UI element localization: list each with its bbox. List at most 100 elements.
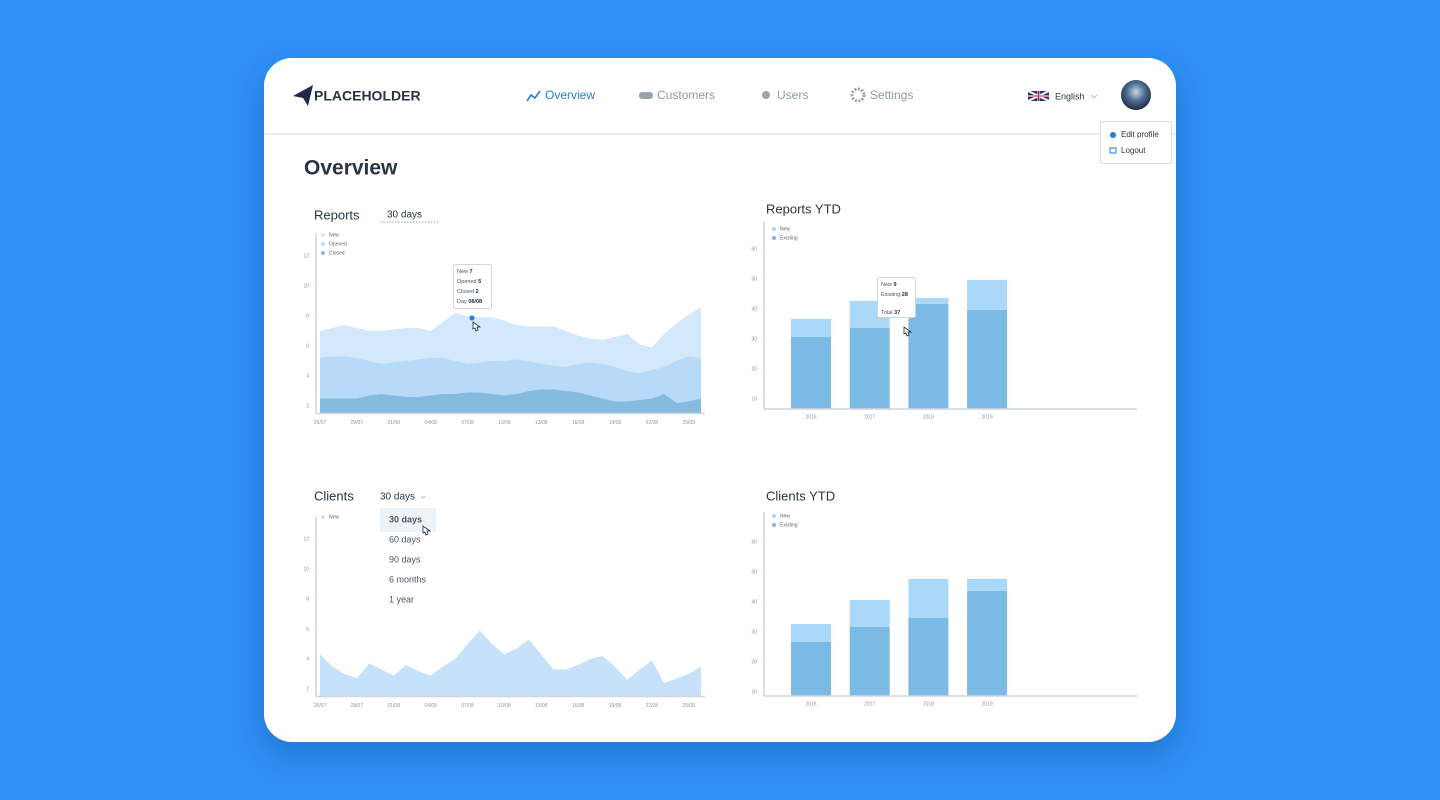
tooltip-row: New 7 (457, 269, 473, 275)
cursor (903, 326, 913, 337)
nav-icon (762, 91, 770, 99)
y-tick-label: 2 (306, 686, 309, 692)
x-tick-label: 26/07 (314, 703, 327, 709)
x-tick-label: 07/08 (461, 703, 474, 709)
bar-segment (908, 303, 949, 409)
x-tick-label: 01/08 (387, 703, 400, 709)
y-tick-label: 30 (751, 629, 757, 635)
y-tick-label: 4 (306, 373, 309, 379)
y-tick-label: 20 (751, 659, 757, 665)
x-tick-label: 16/08 (572, 703, 585, 709)
y-tick-label: 60 (751, 539, 757, 545)
legend-swatch (772, 523, 776, 527)
y-tick-label: 10 (303, 283, 309, 289)
legend-label: Existing (780, 522, 798, 528)
tooltip (453, 264, 492, 309)
x-tick-label: 19/08 (609, 420, 622, 426)
dropdown-option[interactable]: 90 days (389, 554, 421, 564)
tooltip-label: Opened (457, 279, 477, 285)
x-tick-label: 29/07 (351, 703, 364, 709)
nav-icon (850, 87, 866, 103)
logo-icon (293, 85, 313, 106)
x-tick-label: 29/07 (351, 420, 364, 426)
tooltip-value: 28 (902, 292, 908, 298)
y-tick-label: 40 (751, 599, 757, 605)
x-tick-label: 22/08 (646, 420, 659, 426)
dropdown-option[interactable]: 6 months (389, 574, 427, 584)
x-tick-label: 2017 (864, 701, 875, 707)
y-tick-label: 10 (751, 689, 757, 695)
bar-segment (849, 599, 890, 627)
tooltip-label: New (881, 282, 892, 288)
bar-segment (967, 590, 1008, 696)
legend-label: Existing (780, 235, 798, 241)
dropdown-option[interactable]: 60 days (389, 534, 421, 544)
x-tick-label: 2019 (982, 414, 993, 420)
menu-icon (1109, 147, 1117, 154)
x-tick-label: 04/08 (424, 420, 437, 426)
x-tick-label: 2016 (805, 414, 816, 420)
x-tick-label: 26/07 (314, 420, 327, 426)
nav-icon (639, 92, 653, 99)
chart-title: Clients YTD (766, 488, 835, 503)
bar-segment (908, 617, 949, 696)
bar-segment (967, 578, 1008, 591)
nav-link[interactable]: Customers (657, 88, 715, 102)
tooltip-value: 08/08 (468, 299, 482, 305)
bar-segment (967, 279, 1008, 310)
tooltip-label: Existing (881, 292, 900, 298)
legend-label: Closed (329, 250, 345, 256)
app-window (264, 58, 1176, 742)
y-tick-label: 2 (306, 403, 309, 409)
menu-item[interactable]: Edit profile (1121, 130, 1159, 139)
language[interactable]: English (1055, 91, 1085, 101)
y-tick-label: 10 (303, 566, 309, 572)
nav-link[interactable]: Settings (870, 88, 913, 102)
tooltip-row: Closed 2 (457, 289, 479, 295)
period-select[interactable]: 30 days (387, 210, 422, 221)
x-tick-label: 2019 (982, 701, 993, 707)
y-tick-label: 40 (751, 306, 757, 312)
caret (1090, 94, 1098, 99)
avatar[interactable] (1121, 80, 1151, 110)
nav-link[interactable]: Overview (545, 88, 595, 102)
y-tick-label: 12 (303, 253, 309, 259)
logo: PLACEHOLDER (314, 88, 421, 104)
tooltip-value: 37 (894, 310, 900, 316)
y-tick-label: 6 (306, 626, 309, 632)
option-highlight (380, 508, 436, 532)
chart-title: Clients (314, 488, 354, 503)
tooltip-value: 9 (894, 282, 897, 288)
bar-segment (791, 318, 831, 337)
x-tick-label: 19/08 (609, 703, 622, 709)
x-tick-label: 01/08 (387, 420, 400, 426)
y-tick-label: 12 (303, 536, 309, 542)
dropdown-option[interactable]: 30 days (389, 514, 422, 524)
menu-icon (1110, 132, 1116, 138)
x-tick-label: 07/08 (461, 420, 474, 426)
legend-swatch (321, 242, 325, 246)
bar-segment (849, 626, 890, 696)
y-tick-label: 10 (751, 396, 757, 402)
tooltip-value: 5 (478, 279, 481, 285)
area (320, 630, 701, 697)
dropdown-option[interactable]: 1 year (389, 594, 414, 604)
legend-label: New (329, 514, 339, 520)
y-tick-label: 6 (306, 343, 309, 349)
y-tick-label: 8 (306, 596, 309, 602)
period-select[interactable]: 30 days (380, 492, 415, 503)
y-tick-label: 30 (751, 336, 757, 342)
tooltip-row: Existing 28 (881, 292, 908, 298)
x-tick-label: 22/08 (646, 703, 659, 709)
menu-item[interactable]: Logout (1121, 146, 1146, 155)
x-tick-label: 25/08 (682, 420, 695, 426)
nav-link[interactable]: Users (777, 88, 808, 102)
tooltip-row: New 9 (881, 282, 897, 288)
bar-segment (967, 309, 1008, 409)
y-tick-label: 50 (751, 569, 757, 575)
bar-segment (908, 297, 949, 304)
y-tick-label: 50 (751, 276, 757, 282)
cursor (472, 321, 482, 332)
x-tick-label: 10/08 (498, 703, 511, 709)
